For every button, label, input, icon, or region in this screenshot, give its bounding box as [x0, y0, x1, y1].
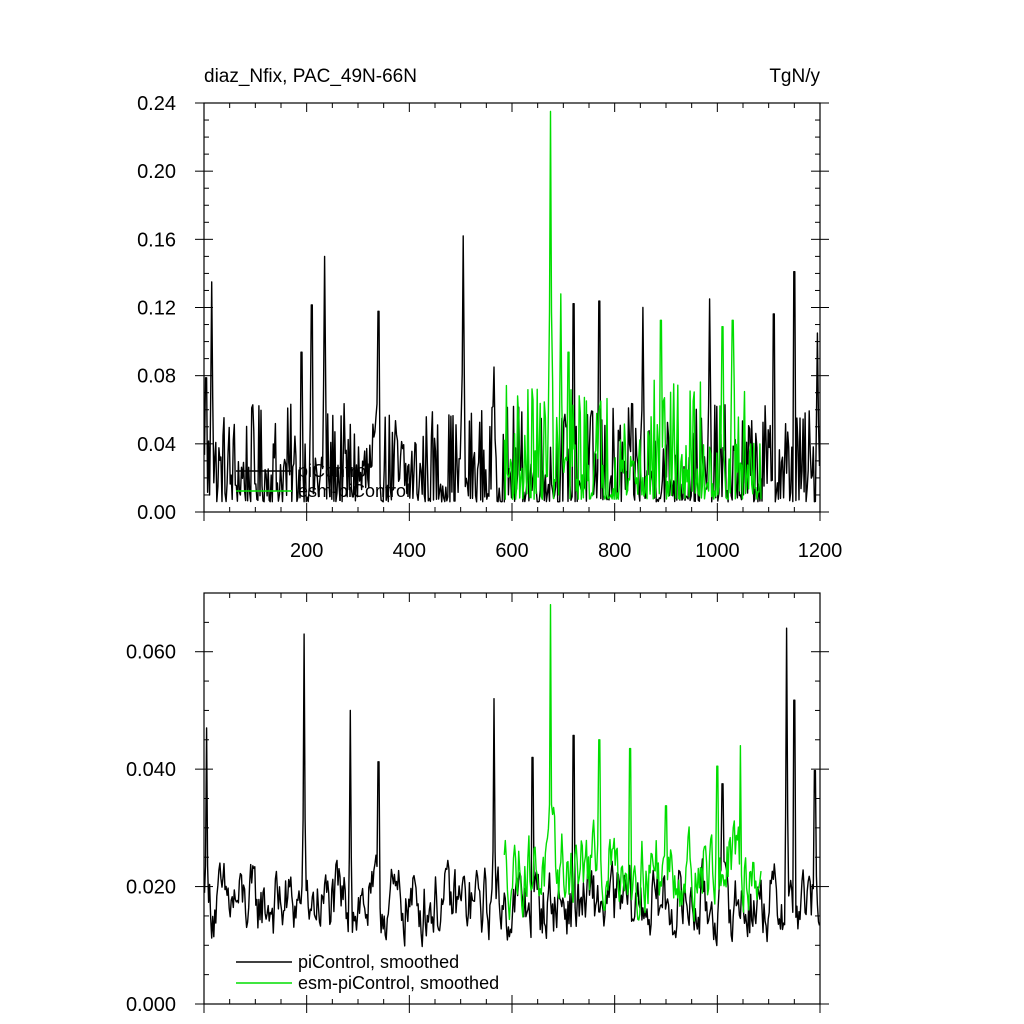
y-tick-label: 0.16 [137, 229, 176, 251]
bottom-legend: piControl, smoothed esm-piControl, smoot… [236, 952, 499, 993]
legend-label-picontrol: piControl [298, 461, 370, 481]
x-tick-label: 600 [495, 540, 528, 562]
legend-label-esm-picontrol: esm-piControl [298, 481, 410, 501]
top-plot-frame [203, 102, 821, 513]
x-tick-label: 1000 [695, 540, 740, 562]
y-tick-label: 0.000 [126, 994, 176, 1016]
top-panel: diaz_Nfix, PAC_49N-66N TgN/y 200 400 600 80… [137, 66, 842, 562]
y-tick-label: 0.20 [137, 161, 176, 183]
y-tick-label: 0.040 [126, 759, 176, 781]
legend-label-esm-picontrol-smoothed: esm-piControl, smoothed [298, 973, 499, 993]
x-tick-label: 1200 [798, 540, 843, 562]
y-tick-label: 0.24 [137, 93, 176, 115]
y-tick-label: 0.08 [137, 366, 176, 388]
top-title-right: TgN/y [769, 66, 820, 87]
series-line-picontrol [203, 235, 821, 503]
top-title-left: diaz_Nfix, PAC_49N-66N [204, 66, 417, 87]
top-legend: piControl esm-piControl [236, 461, 410, 501]
y-tick-label: 0.00 [137, 502, 176, 524]
y-tick-label: 0.020 [126, 877, 176, 899]
series-line-esm-picontrol [503, 604, 762, 922]
y-tick-label: 0.12 [137, 298, 176, 320]
legend-label-picontrol-smoothed: piControl, smoothed [298, 952, 459, 972]
series-line-esm-picontrol [503, 110, 762, 500]
x-tick-label: 200 [290, 540, 323, 562]
y-tick-label: 0.060 [126, 642, 176, 664]
series-line-picontrol [203, 627, 821, 948]
x-tick-label: 400 [393, 540, 426, 562]
x-tick-label: 800 [598, 540, 631, 562]
bottom-plot-frame [203, 592, 821, 1005]
bottom-panel: 0.000 0.020 0.040 0.060 piControl, smoothed… [126, 592, 829, 1016]
y-tick-label: 0.04 [137, 434, 176, 456]
